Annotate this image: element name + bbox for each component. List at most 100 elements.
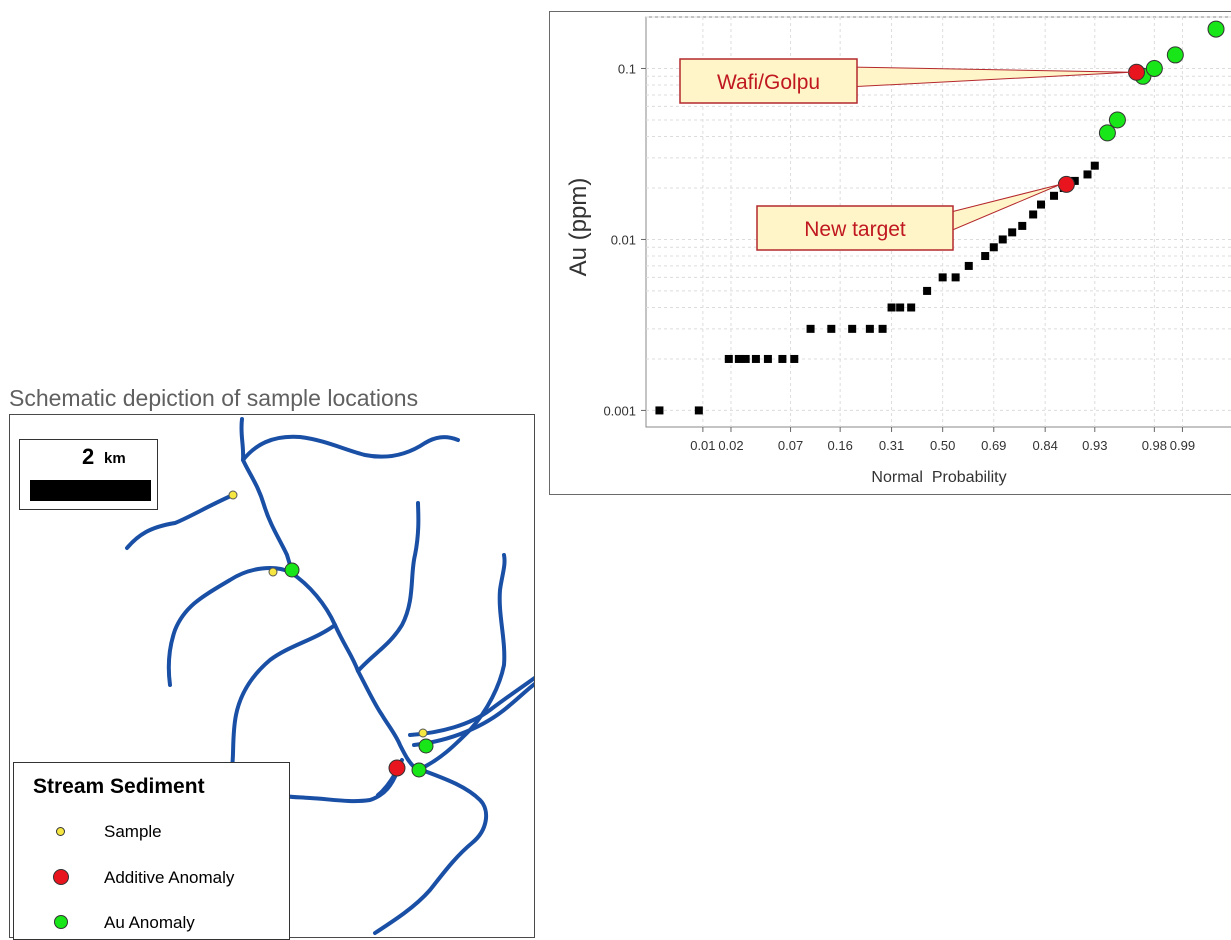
sample-symbol-icon [56, 827, 65, 836]
x-tick-label: 0.69 [981, 438, 1006, 453]
stream-nw [125, 493, 235, 550]
sample-point [268, 567, 278, 577]
x-tick-labels: 0.01 0.02 0.07 0.16 0.31 0.50 0.69 0.84 0.93 0.98… [690, 427, 1195, 453]
additive-anomaly-symbol-icon [53, 869, 69, 885]
scale-bar-box: 2 km [19, 439, 158, 510]
sample-square-point [998, 235, 1007, 244]
x-tick-label: 0.02 [718, 438, 743, 453]
sample-point [418, 728, 428, 738]
stream-ne-top [241, 434, 460, 462]
scale-value: 2 [82, 444, 95, 469]
sample-square-point [989, 243, 998, 252]
sample-square-point [724, 354, 733, 363]
legend-item-sample: Sample [14, 820, 284, 844]
sample-square-point [1090, 161, 1099, 170]
sample-square-point [1018, 221, 1027, 230]
y-axis-label: Au (ppm) [565, 178, 592, 277]
probability-chart: 0.001 0.01 0.1 0.01 0.02 0.07 0.16 0.31 0.50 0.6… [549, 11, 1231, 495]
x-tick-label: 0.84 [1033, 438, 1058, 453]
sample-square-point [878, 324, 887, 333]
sample-square-point [655, 406, 664, 415]
sample-square-point [734, 354, 743, 363]
sample-square-point [1050, 191, 1059, 200]
y-tick-label: 0.01 [611, 232, 636, 247]
stream-e3 [412, 681, 534, 747]
stream-mid-ne [356, 501, 421, 673]
sample-square-point [1008, 228, 1017, 237]
annotation-box [679, 58, 858, 104]
streams-group [125, 417, 534, 935]
stream-e2 [408, 675, 534, 737]
y-tick-label: 0.001 [603, 403, 636, 418]
stream-network [125, 417, 534, 935]
sample-square-point [694, 406, 703, 415]
data-points [655, 20, 1225, 415]
sample-square-point [964, 261, 973, 270]
sample-square-point [763, 354, 772, 363]
sample-square-point [981, 252, 990, 261]
sample-square-point [1037, 200, 1046, 209]
sample-square-point [1070, 176, 1079, 185]
au-anomaly-symbol-icon [54, 915, 68, 929]
stream-w [166, 566, 292, 687]
sample-points [228, 490, 434, 778]
x-tick-label: 0.01 [690, 438, 715, 453]
x-tick-label: 0.07 [778, 438, 803, 453]
legend-title: Stream Sediment [33, 775, 205, 798]
au-anomaly-point [1108, 111, 1126, 129]
sample-square-point [790, 354, 799, 363]
map-title: Schematic depiction of sample locations [9, 385, 419, 411]
sample-square-point [1029, 210, 1038, 219]
x-tick-label: 0.16 [828, 438, 853, 453]
au-anomaly-point [1207, 20, 1225, 38]
x-tick-label: 0.99 [1170, 438, 1195, 453]
stream-e1 [416, 553, 507, 772]
sample-square-point [778, 354, 787, 363]
legend-label-additive-anomaly: Additive Anomaly [104, 868, 235, 887]
sample-square-point [923, 286, 932, 295]
au-anomaly-point [1145, 59, 1163, 77]
annotation-box [756, 205, 954, 251]
sample-square-point [951, 273, 960, 282]
legend-item-au-anomaly: Au Anomaly [14, 911, 284, 935]
annotation-label: New target [804, 218, 906, 241]
stream-se [373, 768, 489, 935]
sample-square-point [848, 324, 857, 333]
sample-point [228, 490, 238, 500]
sample-square-point [827, 324, 836, 333]
y-tick-labels: 0.001 0.01 0.1 [603, 61, 646, 418]
additive-anomaly-point [1057, 175, 1075, 193]
additive-anomaly-point [388, 759, 406, 777]
au-anomaly-point [411, 762, 427, 778]
stream-sw-long [230, 623, 337, 769]
legend-label-sample: Sample [104, 822, 162, 841]
sample-square-point [938, 273, 947, 282]
x-tick-label: 0.31 [879, 438, 904, 453]
sample-square-point [865, 324, 874, 333]
sample-square-point [1083, 170, 1092, 179]
au-anomaly-point [284, 562, 300, 578]
additive-anomaly-point [1128, 63, 1146, 81]
annotations: Wafi/Golpu New target [679, 58, 1131, 251]
y-tick-label: 0.1 [618, 61, 636, 76]
x-tick-label: 0.98 [1142, 438, 1167, 453]
au-anomaly-point [1098, 124, 1116, 142]
x-tick-label: 0.93 [1082, 438, 1107, 453]
scale-bar [30, 480, 151, 501]
stream-s [278, 768, 400, 804]
map-legend: Stream Sediment Sample Additive Anomaly … [13, 762, 290, 940]
legend-label-au-anomaly: Au Anomaly [104, 913, 195, 932]
sample-square-point [741, 354, 750, 363]
stream-main [239, 417, 420, 772]
sample-square-point [896, 303, 905, 312]
sample-square-point [907, 303, 916, 312]
x-tick-label: 0.50 [930, 438, 955, 453]
legend-item-additive-anomaly: Additive Anomaly [14, 866, 284, 890]
scale-unit: km [104, 450, 126, 467]
au-anomaly-point [1166, 46, 1184, 64]
sample-square-point [887, 303, 896, 312]
x-axis-label: Normal Probability [871, 469, 1006, 486]
annotation-label: Wafi/Golpu [717, 71, 820, 94]
sample-square-point [806, 324, 815, 333]
